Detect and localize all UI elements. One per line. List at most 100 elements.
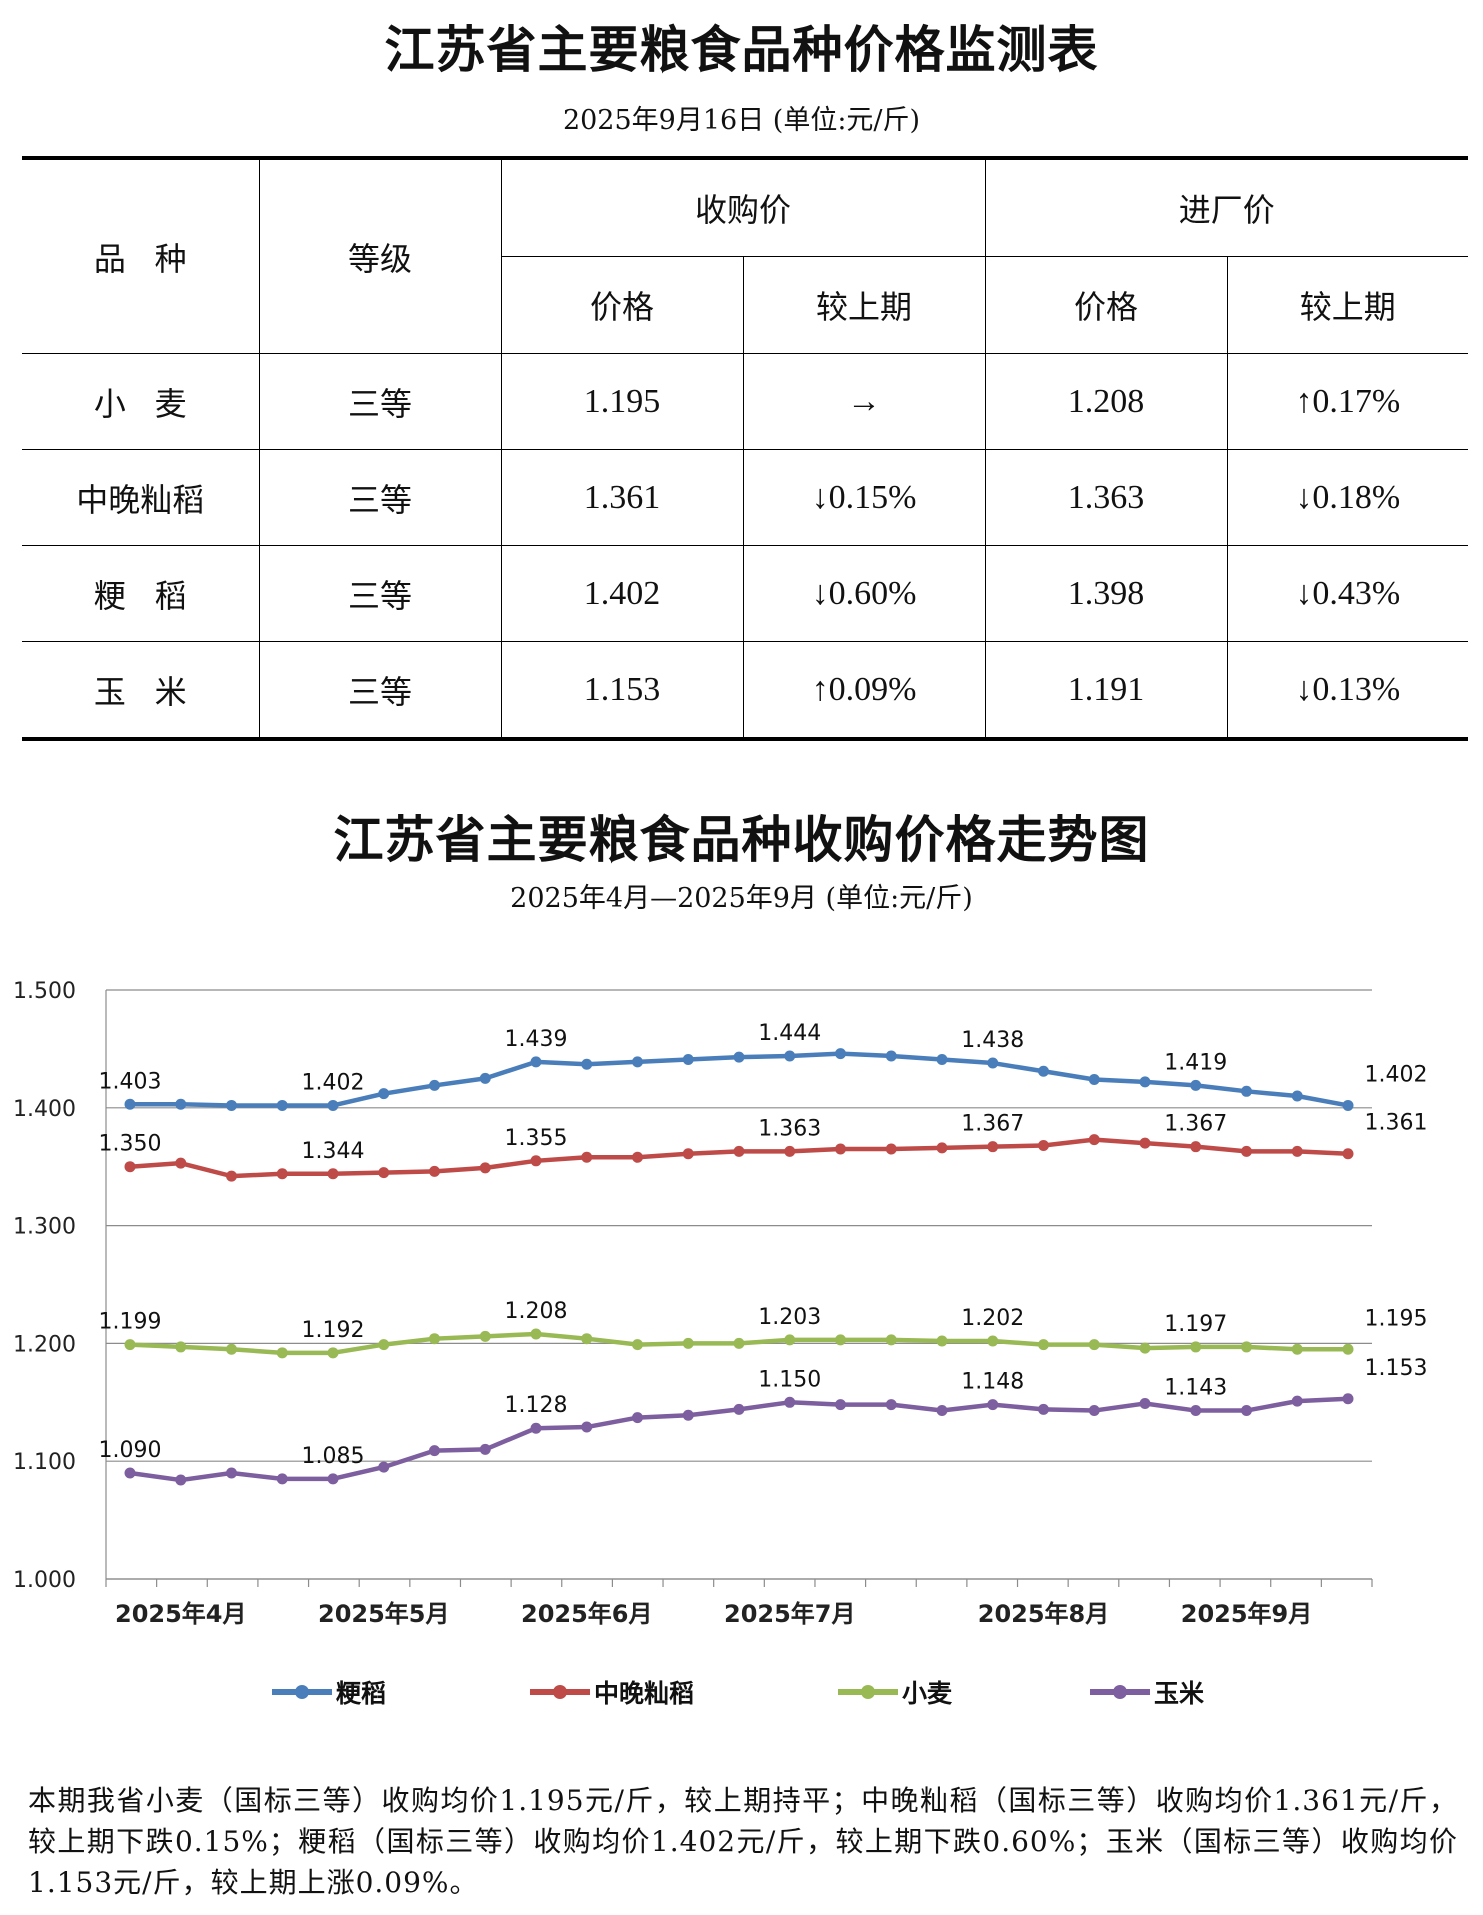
chart-subtitle: 2025年4月—2025年9月 (单位:元/斤) <box>510 883 973 914</box>
legend-item-indica: 中晚籼稻 <box>530 1674 694 1710</box>
data-point <box>429 1333 440 1345</box>
data-label: 1.402 <box>1365 1062 1428 1087</box>
data-point <box>682 1148 694 1160</box>
grade-cell: 三等 <box>258 641 502 741</box>
legend-item-wheat: 小麦 <box>838 1674 952 1710</box>
data-point <box>733 1403 745 1415</box>
factory-price-cell: 1.208 <box>984 353 1228 450</box>
data-point <box>479 1072 491 1084</box>
x-tick-label: 2025年5月 <box>318 1600 450 1628</box>
legend-label: 玉米 <box>1154 1679 1205 1708</box>
data-point <box>1342 1393 1354 1405</box>
data-point <box>987 1057 999 1069</box>
data-point <box>936 1054 948 1066</box>
legend-swatch <box>838 1685 898 1699</box>
data-point <box>1190 1405 1202 1417</box>
data-point <box>885 1334 897 1346</box>
data-point <box>1291 1145 1303 1157</box>
data-label: 1.128 <box>505 1393 568 1418</box>
header-factory-price: 进厂价 <box>984 156 1469 257</box>
factory-change-cell: ↑0.17% <box>1226 353 1469 450</box>
data-point <box>124 1098 136 1110</box>
purchase-price-cell: 1.402 <box>500 545 744 642</box>
data-point <box>175 1157 187 1169</box>
data-point <box>124 1161 136 1173</box>
data-point <box>581 1058 593 1070</box>
data-label: 1.367 <box>1164 1112 1227 1137</box>
data-point <box>1291 1343 1303 1355</box>
data-label: 1.363 <box>758 1116 821 1141</box>
data-label: 1.438 <box>961 1028 1024 1053</box>
data-label: 1.192 <box>302 1318 365 1343</box>
data-point <box>175 1341 187 1353</box>
data-point <box>327 1168 339 1180</box>
factory-price-cell: 1.363 <box>984 449 1228 546</box>
data-label: 1.367 <box>961 1112 1024 1137</box>
data-point <box>1241 1341 1252 1353</box>
data-point <box>733 1337 745 1349</box>
data-point <box>1342 1148 1354 1160</box>
legend-label: 中晚籼稻 <box>594 1679 695 1708</box>
data-point <box>378 1461 390 1473</box>
legend-label: 小麦 <box>902 1679 953 1708</box>
variety-cell: 小麦 <box>22 353 260 450</box>
x-tick-label: 2025年9月 <box>1181 1600 1313 1628</box>
data-point <box>936 1142 948 1154</box>
data-point <box>936 1405 948 1417</box>
data-point <box>1038 1065 1049 1077</box>
data-point <box>479 1443 491 1455</box>
y-tick-label: 1.000 <box>13 1568 76 1593</box>
legend-item-corn: 玉米 <box>1090 1674 1204 1710</box>
data-point <box>1088 1074 1100 1086</box>
data-point <box>429 1445 440 1457</box>
table-row: 玉米 三等 1.153 ↑0.09% 1.191 ↓0.13% <box>22 641 1469 741</box>
data-point <box>1139 1137 1151 1149</box>
header-factory-change: 较上期 <box>1226 256 1469 354</box>
data-point <box>1291 1090 1303 1102</box>
data-point <box>784 1145 796 1157</box>
data-point <box>835 1334 846 1346</box>
data-point <box>226 1467 237 1479</box>
header-factory-price-value: 价格 <box>984 256 1228 354</box>
data-point <box>1342 1099 1354 1111</box>
data-point <box>226 1343 237 1355</box>
data-point <box>276 1099 288 1111</box>
data-point <box>885 1143 897 1155</box>
data-point <box>632 1151 643 1163</box>
header-variety: 品种 <box>22 156 260 354</box>
data-point <box>530 1422 542 1434</box>
data-point <box>835 1143 846 1155</box>
chart-legend: 粳稻 中晚籼稻 小麦 玉米 <box>0 1674 1483 1714</box>
data-label: 1.350 <box>99 1132 162 1157</box>
data-point <box>733 1145 745 1157</box>
data-point <box>429 1079 440 1091</box>
data-point <box>1139 1076 1151 1088</box>
data-label: 1.403 <box>99 1069 162 1094</box>
table-row: 中晚籼稻 三等 1.361 ↓0.15% 1.363 ↓0.18% <box>22 449 1469 546</box>
purchase-change-cell: ↑0.09% <box>742 641 986 741</box>
data-point <box>1190 1141 1202 1153</box>
data-point <box>429 1165 440 1177</box>
data-point <box>226 1170 237 1182</box>
data-point <box>1241 1405 1252 1417</box>
data-label: 1.090 <box>99 1438 162 1463</box>
factory-change-cell: ↓0.13% <box>1226 641 1469 741</box>
data-label: 1.419 <box>1164 1050 1227 1075</box>
data-point <box>530 1056 542 1068</box>
data-label: 1.439 <box>505 1027 568 1052</box>
legend-swatch <box>1090 1685 1150 1699</box>
data-point <box>226 1099 237 1111</box>
data-label: 1.355 <box>505 1126 568 1151</box>
variety-cell: 粳稻 <box>22 545 260 642</box>
data-point <box>530 1155 542 1167</box>
data-point <box>1342 1343 1354 1355</box>
data-point <box>175 1098 187 1110</box>
y-tick-label: 1.100 <box>13 1450 76 1475</box>
purchase-price-cell: 1.361 <box>500 449 744 546</box>
y-tick-label: 1.300 <box>13 1215 76 1240</box>
data-point <box>936 1335 948 1347</box>
data-point <box>682 1054 694 1066</box>
data-point <box>1088 1405 1100 1417</box>
data-point <box>581 1421 593 1433</box>
legend-swatch <box>272 1685 332 1699</box>
